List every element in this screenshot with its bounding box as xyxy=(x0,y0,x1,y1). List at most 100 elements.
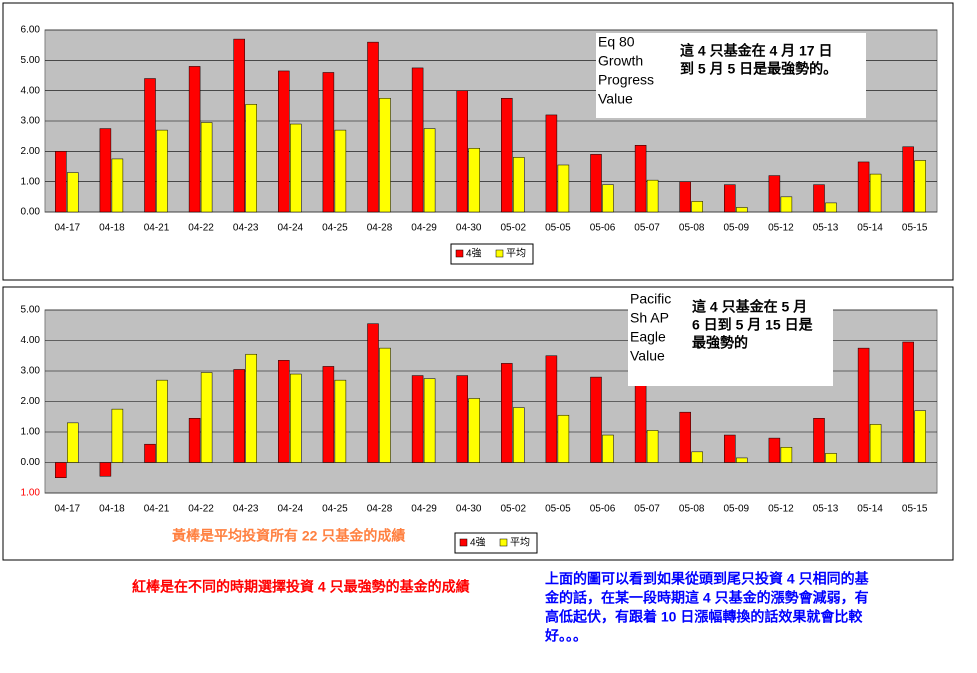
bar xyxy=(111,408,124,463)
legend-label: 4強 xyxy=(466,247,482,260)
x-tick-label: 05-12 xyxy=(768,504,794,515)
legend-box xyxy=(454,532,538,554)
y-tick-label: 3.00 xyxy=(21,366,41,377)
x-tick-label: 05-13 xyxy=(813,504,839,515)
bar xyxy=(590,376,602,463)
bar xyxy=(513,407,525,463)
x-tick-label: 04-28 xyxy=(367,223,393,234)
bar xyxy=(724,184,736,213)
bar xyxy=(245,104,257,213)
legend-swatch xyxy=(495,249,504,258)
x-tick-label: 04-22 xyxy=(188,223,214,234)
fund-name: Eagle xyxy=(630,329,666,345)
bar xyxy=(456,90,468,213)
x-tick-label: 04-30 xyxy=(456,223,482,234)
bar xyxy=(679,181,691,213)
x-tick-label: 05-09 xyxy=(724,223,750,234)
legend-swatch xyxy=(499,538,508,547)
legend-label: 平均 xyxy=(510,537,530,549)
callout: 黃棒是平均投資所有 22 只基金的成績 xyxy=(171,528,405,544)
y-tick-label: 1.00 xyxy=(21,427,41,438)
bar xyxy=(557,164,570,213)
bar xyxy=(501,363,513,463)
bar xyxy=(233,369,245,463)
x-tick-label: 05-13 xyxy=(813,223,839,234)
x-tick-label: 05-06 xyxy=(590,504,616,515)
bar xyxy=(367,41,379,213)
x-tick-label: 05-12 xyxy=(768,223,794,234)
bar xyxy=(188,418,201,463)
bar xyxy=(144,78,156,213)
x-tick-label: 05-08 xyxy=(679,504,705,515)
bar xyxy=(334,129,347,213)
y-tick-label: 3.00 xyxy=(21,116,41,127)
bar xyxy=(902,146,914,213)
bar xyxy=(67,172,79,213)
x-tick-label: 05-02 xyxy=(501,223,527,234)
legend-swatch xyxy=(455,249,464,258)
bar xyxy=(468,398,480,463)
x-tick-label: 05-02 xyxy=(501,504,527,515)
bar xyxy=(602,434,614,463)
x-tick-label: 05-14 xyxy=(857,504,883,515)
bar xyxy=(322,366,335,463)
x-tick-label: 04-24 xyxy=(278,223,304,234)
bar xyxy=(691,201,703,213)
fund-name: Eq 80 xyxy=(598,34,635,50)
bar xyxy=(646,430,659,463)
x-tick-label: 04-17 xyxy=(55,223,81,234)
annotation: 這 4 只基金在 4 月 17 日 xyxy=(680,43,832,59)
bar xyxy=(334,379,347,463)
bar xyxy=(857,347,870,463)
x-tick-label: 05-09 xyxy=(724,504,750,515)
bar xyxy=(188,66,201,213)
fund-name: Value xyxy=(598,91,633,107)
y-tick-label: 4.00 xyxy=(21,85,41,96)
x-tick-label: 05-05 xyxy=(545,504,571,515)
y-tick-label: 0.00 xyxy=(21,457,41,468)
bar xyxy=(156,379,168,463)
y-tick-label: 5.00 xyxy=(21,55,41,66)
annotation: 到 5 月 5 日是最強勢的。 xyxy=(680,61,837,77)
bar xyxy=(513,157,525,213)
bar xyxy=(736,207,748,213)
bar xyxy=(379,347,391,463)
annotation: 這 4 只基金在 5 月 xyxy=(692,299,807,315)
bar xyxy=(780,447,793,463)
bar xyxy=(200,372,213,463)
fund-box xyxy=(596,33,866,118)
x-tick-label: 05-15 xyxy=(902,504,928,515)
annotation: 最強勢的 xyxy=(692,335,748,351)
x-tick-label: 04-25 xyxy=(322,504,348,515)
bar xyxy=(144,443,156,463)
bar xyxy=(869,173,882,213)
bar xyxy=(634,384,647,463)
bar xyxy=(813,184,825,213)
bar xyxy=(423,128,436,213)
bar xyxy=(411,67,424,213)
bar xyxy=(156,129,168,213)
blue-note: 好。。。 xyxy=(544,628,587,644)
y-tick-label: 2.00 xyxy=(21,396,41,407)
x-tick-label: 04-28 xyxy=(367,504,393,515)
bar xyxy=(768,437,781,463)
x-tick-label: 04-18 xyxy=(99,504,125,515)
bar xyxy=(322,72,335,213)
x-tick-label: 04-17 xyxy=(55,504,81,515)
bar xyxy=(545,355,558,463)
bar xyxy=(914,160,926,213)
bar xyxy=(55,462,67,478)
x-tick-label: 05-14 xyxy=(857,223,883,234)
legend-label: 4強 xyxy=(470,536,486,549)
blue-note: 金的話，在某一段時期這 4 只基金的漲勢會減弱，有 xyxy=(544,590,869,606)
bar xyxy=(290,123,302,213)
y-tick-label: 6.00 xyxy=(21,25,41,36)
x-tick-label: 04-21 xyxy=(144,504,170,515)
x-tick-label: 05-08 xyxy=(679,223,705,234)
bar xyxy=(111,158,124,213)
bar xyxy=(367,323,379,463)
fund-name: Growth xyxy=(598,53,643,69)
legend-box xyxy=(450,243,534,265)
